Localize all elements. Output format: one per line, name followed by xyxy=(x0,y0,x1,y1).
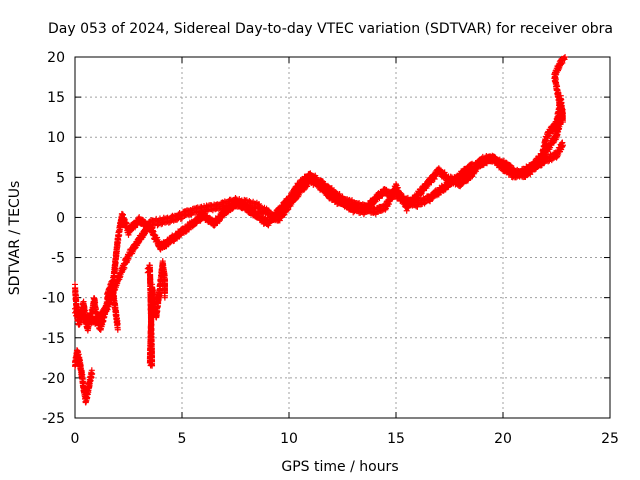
data-point-early_scatter xyxy=(114,320,121,327)
data-point-isolated_3h xyxy=(161,294,168,301)
chart-title: Day 053 of 2024, Sidereal Day-to-day VTE… xyxy=(48,21,613,37)
data-point-isolated_3h xyxy=(161,288,168,295)
y-tick-label: 5 xyxy=(56,170,65,186)
x-tick-label: 5 xyxy=(178,431,187,447)
data-point-early_scatter xyxy=(114,326,121,333)
x-axis-label: GPS time / hours xyxy=(281,459,398,475)
plot-frame xyxy=(74,56,611,419)
data-point-low_cluster xyxy=(89,370,96,377)
data-point-track_a xyxy=(559,142,566,149)
y-tick-label: 0 xyxy=(56,210,65,226)
y-tick-label: -5 xyxy=(51,251,65,267)
data-points xyxy=(72,54,569,406)
y-tick-label: 20 xyxy=(47,50,65,66)
x-tick-label: 25 xyxy=(601,431,619,447)
data-point-track_b xyxy=(200,209,207,216)
data-point-track_b xyxy=(506,166,513,173)
y-axis-label: SDTVAR / TECUs xyxy=(7,181,23,296)
data-point-track_b xyxy=(328,184,335,191)
x-tick-label: 10 xyxy=(280,431,298,447)
data-point-track_a xyxy=(256,200,263,207)
y-tick-label: 10 xyxy=(47,130,65,146)
data-point-track_b xyxy=(441,169,448,176)
y-tick-label: -10 xyxy=(42,291,65,307)
y-tick-label: -20 xyxy=(42,371,65,387)
data-point-track_b xyxy=(254,209,261,216)
data-point-track_b xyxy=(436,166,443,173)
y-tick-label: -15 xyxy=(42,331,65,347)
data-point-late_rise xyxy=(562,54,569,60)
data-point-track_a xyxy=(72,305,78,312)
data-point-track_b xyxy=(336,190,343,197)
y-tick-label: 15 xyxy=(47,90,65,106)
x-tick-label: 0 xyxy=(71,431,80,447)
x-axis-ticks: 0 5 10 15 20 25 xyxy=(71,57,619,447)
y-axis-ticks: -25 -20 -15 -10 -5 0 5 10 15 20 xyxy=(42,50,610,427)
y-tick-label: -25 xyxy=(42,411,65,427)
x-tick-label: 20 xyxy=(494,431,512,447)
x-tick-label: 15 xyxy=(387,431,405,447)
